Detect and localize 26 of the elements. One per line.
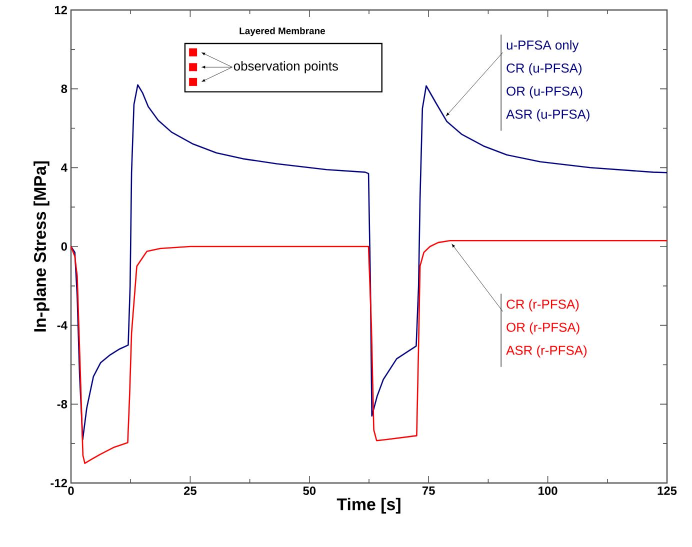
text: Layered Membrane [240, 27, 326, 36]
annotation: OR (u-PFSA) [506, 86, 582, 98]
annotation: CR (r-PFSA) [506, 299, 579, 312]
annotation: CR (u-PFSA) [506, 63, 582, 76]
y-tick-label: -8 [57, 400, 68, 408]
y-tick-label: 0 [61, 242, 67, 251]
x-tick-label: 100 [538, 486, 558, 495]
x-tick-label: 25 [184, 486, 197, 495]
x-axis-title: Time [s] [336, 498, 400, 514]
annotation: ASR (r-PFSA) [506, 345, 587, 358]
y-tick-label: 12 [54, 6, 67, 14]
annotation: ASR (u-PFSA) [506, 109, 590, 122]
annotation: OR (r-PFSA) [506, 322, 580, 334]
y-tick-label: 8 [61, 84, 68, 94]
line-series [70, 240, 668, 464]
text: observation points [234, 61, 338, 74]
y-tick-label: -12 [50, 478, 67, 488]
y-tick-label: -4 [57, 321, 68, 330]
x-tick-label: 50 [303, 486, 316, 495]
line-series [70, 84, 668, 440]
x-tick-label: 0 [68, 486, 74, 495]
annotation: u-PFSA only [506, 40, 579, 52]
x-tick-label: 125 [658, 486, 677, 495]
y-tick-label: 4 [61, 164, 68, 172]
y-axis-title: In-plane Stress [MPa] [34, 161, 50, 332]
x-tick-label: 75 [422, 486, 435, 495]
